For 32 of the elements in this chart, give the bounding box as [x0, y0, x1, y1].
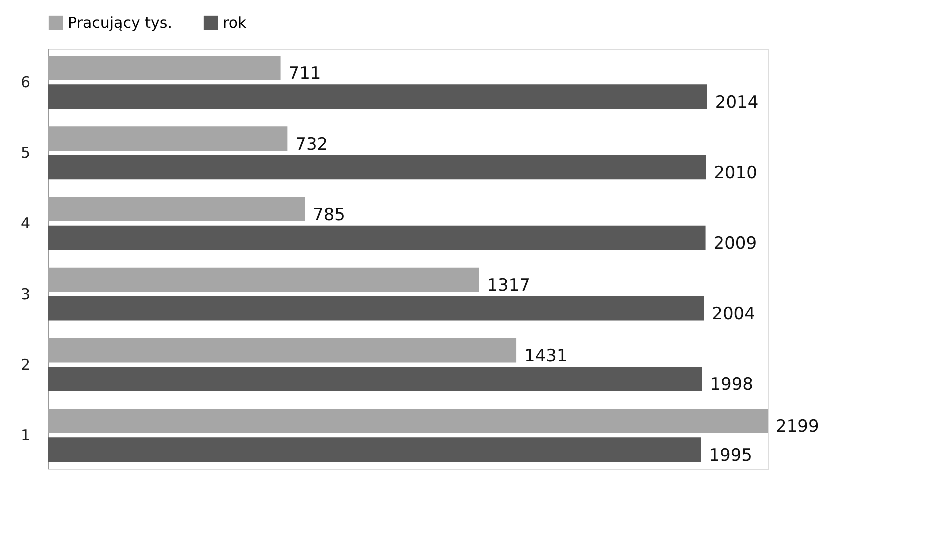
y-tick-label: 6 [20, 74, 30, 92]
bar [48, 268, 480, 292]
bar [48, 367, 702, 392]
bar [48, 155, 706, 180]
data-label: 732 [296, 134, 328, 155]
data-label: 2009 [714, 234, 758, 254]
data-label: 711 [288, 64, 322, 84]
data-label: 1431 [524, 346, 568, 367]
data-label: 2010 [714, 163, 758, 184]
bar [48, 84, 708, 109]
data-label: 1998 [710, 375, 754, 396]
bar [48, 226, 706, 250]
data-label: 1317 [487, 276, 530, 296]
bar [48, 126, 288, 151]
y-tick-label: 5 [20, 144, 30, 162]
bar [48, 56, 281, 80]
bar [48, 409, 768, 434]
y-tick-label: 3 [20, 285, 30, 304]
legend-label: rok [223, 14, 248, 32]
legend-label: Pracujący tys. [68, 14, 172, 32]
y-tick-label: 4 [20, 214, 30, 233]
bar [48, 438, 702, 462]
data-label: 1995 [709, 446, 752, 466]
data-label: 2014 [715, 92, 759, 113]
data-label: 785 [313, 205, 346, 226]
data-label: 2199 [776, 417, 820, 438]
y-tick-label: 1 [20, 426, 30, 444]
bar [48, 296, 704, 321]
y-tick-label: 2 [20, 356, 30, 374]
data-label: 2004 [712, 304, 756, 325]
bar [48, 197, 306, 222]
bar [48, 338, 517, 363]
